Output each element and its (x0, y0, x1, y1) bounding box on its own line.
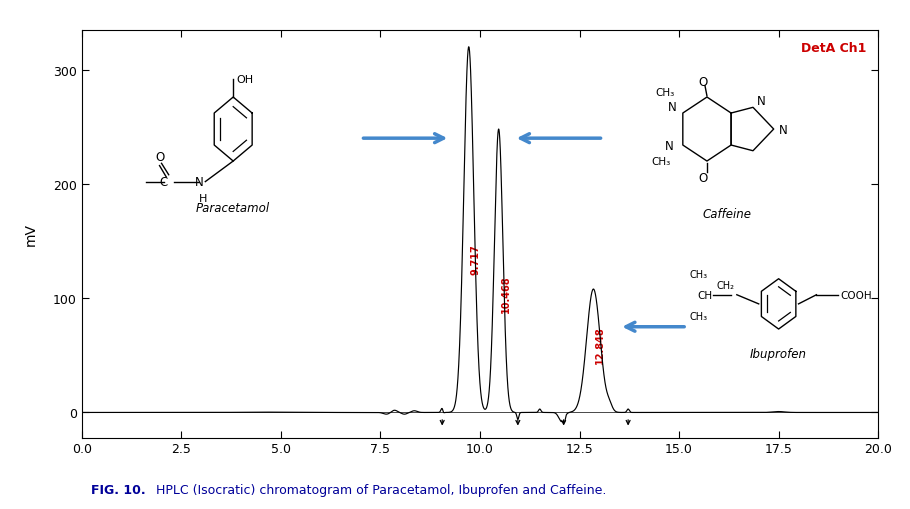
Text: CH₂: CH₂ (717, 280, 734, 291)
Text: FIG. 10.: FIG. 10. (91, 484, 146, 496)
Text: 12.848: 12.848 (595, 326, 605, 364)
Text: CH₃: CH₃ (655, 88, 674, 98)
Text: CH₃: CH₃ (690, 311, 708, 321)
Text: CH₃: CH₃ (690, 269, 708, 279)
Text: N: N (778, 123, 787, 136)
Text: CH₃: CH₃ (652, 157, 671, 167)
Text: O: O (155, 151, 164, 163)
Text: CH: CH (697, 290, 713, 300)
Text: C: C (159, 176, 167, 189)
Text: OH: OH (237, 75, 254, 84)
Text: HPLC (Isocratic) chromatogram of Paracetamol, Ibuprofen and Caffeine.: HPLC (Isocratic) chromatogram of Paracet… (152, 484, 606, 496)
Text: H: H (199, 193, 207, 203)
Text: Caffeine: Caffeine (703, 207, 752, 220)
Text: 9.717: 9.717 (470, 244, 480, 275)
Text: N: N (665, 139, 674, 152)
Text: 10.468: 10.468 (501, 275, 511, 313)
Text: O: O (698, 75, 708, 89)
Text: O: O (698, 171, 708, 184)
Text: DetA Ch1: DetA Ch1 (801, 42, 866, 55)
Text: COOH: COOH (840, 290, 872, 300)
Y-axis label: mV: mV (24, 222, 38, 246)
Text: N: N (195, 176, 203, 189)
Text: Ibuprofen: Ibuprofen (750, 348, 807, 360)
Text: N: N (668, 100, 677, 114)
Text: Paracetamol: Paracetamol (197, 202, 270, 215)
Text: N: N (757, 95, 765, 108)
